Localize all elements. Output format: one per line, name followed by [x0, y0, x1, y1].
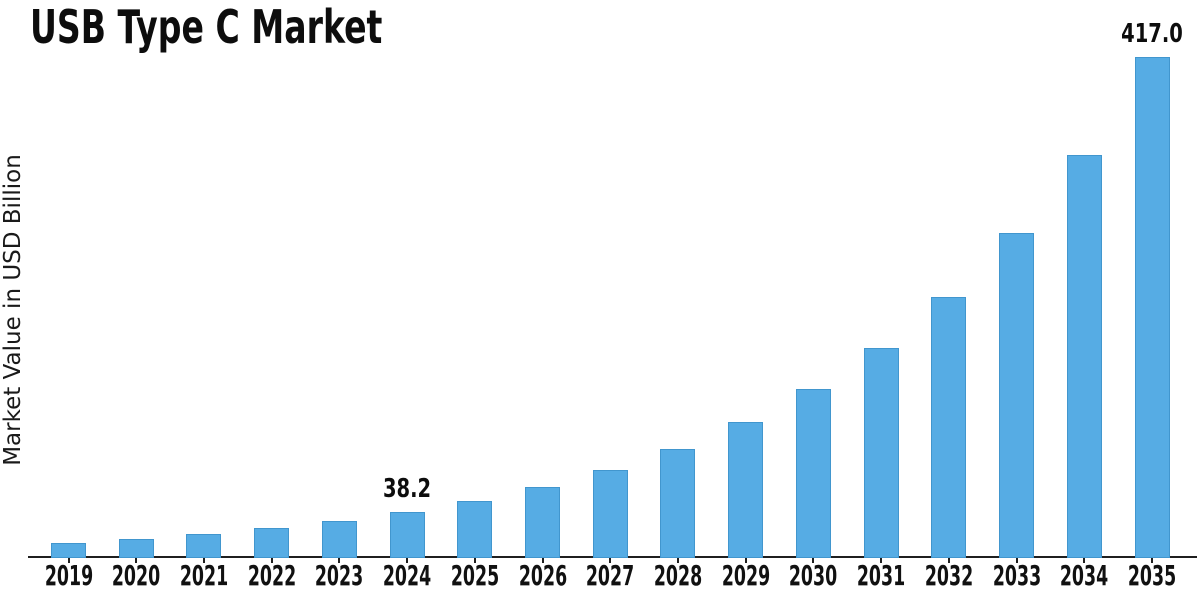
x-tick-label-2023: 2023	[315, 559, 364, 592]
bar-2026	[525, 487, 561, 558]
x-tick-label-2032: 2032	[924, 559, 974, 592]
x-tick-2022	[270, 558, 273, 563]
bar-2020	[118, 538, 154, 558]
x-tick-2019	[67, 558, 70, 563]
bar-2028	[660, 448, 696, 558]
bar-2025	[457, 500, 493, 558]
x-tick-2032	[947, 558, 950, 563]
chart-title: USB Type C Market	[30, 0, 383, 54]
bar-2035	[1134, 57, 1170, 558]
x-tick-2023	[338, 558, 341, 563]
bar-2034	[1066, 154, 1102, 558]
bar-2027	[592, 469, 628, 558]
bar-2022	[254, 528, 290, 558]
x-tick-label-2026: 2026	[518, 559, 567, 592]
x-tick-2033	[1015, 558, 1018, 563]
x-tick-2029	[744, 558, 747, 563]
bar-2024	[389, 512, 425, 558]
bar-2033	[999, 233, 1035, 558]
x-tick-label-2031: 2031	[856, 559, 906, 592]
bar-2029	[728, 422, 764, 558]
x-tick-2024	[406, 558, 409, 563]
x-tick-2031	[880, 558, 883, 563]
x-tick-label-2025: 2025	[450, 559, 499, 592]
bar-2032	[931, 296, 967, 558]
x-tick-2026	[541, 558, 544, 563]
x-tick-2034	[1083, 558, 1086, 563]
x-tick-label-2035: 2035	[1127, 559, 1177, 592]
bar-2023	[321, 521, 357, 558]
x-tick-label-2034: 2034	[1060, 559, 1109, 592]
x-tick-label-2033: 2033	[992, 559, 1041, 592]
x-tick-label-2019: 2019	[44, 559, 93, 592]
x-tick-2025	[473, 558, 476, 563]
x-tick-label-2028: 2028	[653, 559, 703, 592]
x-tick-label-2021: 2021	[179, 559, 229, 592]
y-axis-label: Market Value in USD Billion	[0, 154, 26, 466]
x-tick-label-2022: 2022	[247, 559, 296, 592]
value-label-2035: 417.0	[1121, 19, 1183, 49]
bar-2031	[863, 347, 899, 558]
x-tick-2028	[676, 558, 679, 563]
x-tick-label-2029: 2029	[721, 559, 770, 592]
x-tick-label-2024: 2024	[382, 559, 432, 592]
x-tick-label-2030: 2030	[789, 559, 838, 592]
x-tick-2020	[135, 558, 138, 563]
x-tick-label-2020: 2020	[112, 559, 161, 592]
x-tick-2027	[609, 558, 612, 563]
bar-2021	[186, 534, 222, 558]
bar-2030	[795, 389, 831, 558]
x-tick-2030	[812, 558, 815, 563]
x-tick-2035	[1151, 558, 1154, 563]
x-tick-2021	[202, 558, 205, 563]
x-tick-label-2027: 2027	[586, 559, 635, 592]
value-label-2024: 38.2	[383, 474, 432, 505]
bar-2019	[51, 542, 86, 558]
